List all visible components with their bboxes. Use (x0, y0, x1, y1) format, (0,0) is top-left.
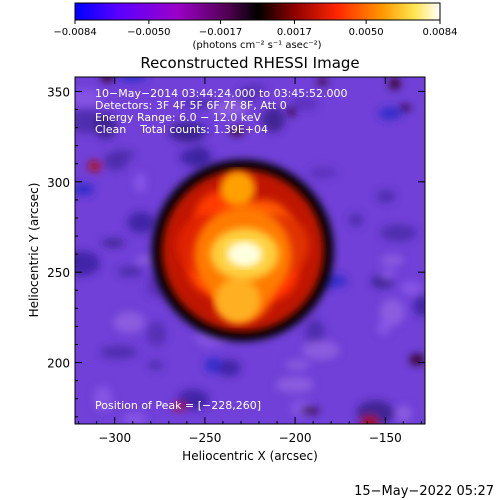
plot-area (75, 77, 425, 424)
noise-hotspot (287, 106, 297, 117)
y-tick-label: 300 (47, 176, 70, 190)
y-tick-label: 350 (47, 85, 70, 99)
noise-hotspot (409, 353, 425, 366)
noise-blob (413, 294, 425, 317)
noise-blob (243, 83, 267, 96)
colorbar-tick-label: −0.0017 (199, 27, 242, 38)
noise-blob (146, 320, 167, 347)
noise-blob (380, 268, 396, 280)
noise-blob (182, 98, 220, 109)
noise-blob (117, 265, 144, 278)
noise-blob (305, 319, 325, 347)
noise-blob (122, 412, 147, 424)
x-tick-label: −200 (279, 431, 312, 445)
x-axis-label: Heliocentric X (arcsec) (182, 449, 318, 463)
noise-blob (209, 99, 250, 117)
noise-blob (379, 298, 405, 326)
source-lower-bright (215, 277, 261, 324)
colorbar-unit-label: (photons cm⁻² s⁻¹ asec⁻²) (192, 40, 321, 51)
noise-blob (75, 250, 100, 276)
peak-core (226, 241, 263, 268)
noise-blob (400, 281, 423, 296)
y-axis-label: Heliocentric Y (arcsec) (27, 183, 41, 318)
x-tick-label: −150 (369, 431, 402, 445)
colorbar-tick-label: 0.0084 (423, 27, 458, 38)
colorbar-tick-label: 0.0050 (349, 27, 384, 38)
source-upper-bright (219, 170, 256, 207)
colorbar-ticks: −0.0084 −0.0050 −0.0017 0.0017 0.0050 0.0084 (53, 20, 458, 38)
noise-blob (101, 238, 125, 247)
noise-blob (134, 255, 156, 265)
noise-blob (113, 311, 145, 333)
annotation-peak-position: Position of Peak = [−228,260] (95, 399, 261, 412)
noise-blob (93, 385, 113, 412)
noise-blob (275, 376, 315, 393)
noise-hotspot (100, 77, 115, 83)
noise-hotspot (388, 77, 401, 90)
noise-blob (376, 190, 396, 203)
flare-source (151, 159, 334, 342)
noise-hotspot (398, 104, 412, 112)
noise-texture (75, 77, 425, 424)
noise-blob (204, 357, 222, 373)
noise-hotspot (171, 402, 188, 410)
x-tick-label: −300 (98, 431, 131, 445)
noise-hotspot (230, 126, 244, 136)
annotation-detectors: Detectors: 3F 4F 5F 6F 7F 8F, Att 0 (95, 99, 287, 112)
noise-blob (380, 255, 405, 266)
noise-hotspot (300, 406, 319, 415)
annotation-clean-counts: Clean Total counts: 1.39E+04 (95, 123, 268, 136)
noise-blob (179, 148, 213, 167)
footer-timestamp: 15−May−2022 05:27 (354, 484, 494, 499)
noise-blob (127, 211, 155, 234)
noise-blob (377, 319, 391, 336)
annotation-block: 10−May−2014 03:44:24.000 to 03:45:52.000… (95, 87, 348, 412)
x-axis: −300 −250 −200 −150 (78, 77, 422, 445)
noise-blob (262, 107, 285, 133)
noise-blob (75, 89, 102, 107)
chart-title: Reconstructed RHESSI Image (140, 54, 359, 72)
noise-blob (348, 213, 364, 227)
noise-blob (133, 172, 147, 193)
colorbar-tick-label: −0.0050 (127, 27, 170, 38)
noise-hotspot (360, 415, 379, 424)
annotation-energy-range: Energy Range: 6.0 − 12.0 keV (95, 111, 262, 124)
noise-blob (292, 97, 319, 110)
noise-blob (308, 167, 337, 179)
noise-blob (110, 149, 135, 160)
noise-blob (168, 122, 207, 143)
noise-blob (380, 224, 417, 242)
noise-hotspot (317, 78, 328, 86)
noise-blob (147, 360, 164, 370)
noise-blob (94, 112, 117, 140)
y-tick-label: 200 (47, 357, 70, 371)
x-tick-label: −250 (188, 431, 221, 445)
colorbar-tick-label: 0.0017 (277, 27, 312, 38)
noise-blob (117, 77, 148, 83)
plot-frame (74, 76, 426, 425)
noise-blob (285, 360, 310, 370)
y-tick-label: 250 (47, 266, 70, 280)
colorbar (74, 2, 441, 21)
noise-blob (378, 107, 402, 120)
noise-blob (302, 340, 340, 360)
noise-blob (216, 359, 241, 377)
noise-blob (75, 183, 95, 196)
noise-blob (100, 345, 138, 359)
noise-hotspot (87, 160, 102, 172)
y-axis: 200 250 300 350 (47, 85, 425, 418)
noise-blob (396, 405, 412, 422)
colorbar-tick-label: −0.0084 (53, 27, 96, 38)
annotation-time-range: 10−May−2014 03:44:24.000 to 03:45:52.000 (95, 87, 348, 100)
